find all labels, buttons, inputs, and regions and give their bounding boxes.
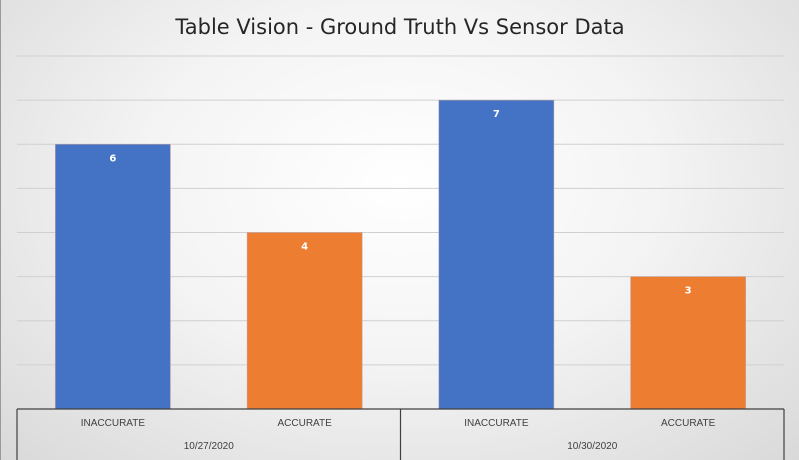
category-axis: INACCURATE ACCURATE INACCURATE ACCURATE 10/2… (16, 408, 785, 460)
category-tick-label: ACCURATE (661, 418, 716, 429)
group-tick-label: 10/27/2020 (184, 441, 234, 452)
bar-inaccurate-2 (438, 99, 555, 410)
data-label: 3 (685, 286, 692, 297)
category-tick-label: ACCURATE (277, 418, 332, 429)
bar-accurate-1 (246, 232, 363, 410)
chart-title: Table Vision - Ground Truth Vs Sensor Da… (174, 15, 624, 39)
bar-accurate-2 (630, 276, 746, 410)
category-tick-label: INACCURATE (81, 418, 146, 429)
group-tick-label: 10/30/2020 (567, 441, 617, 452)
bars: 6 4 7 3 (55, 99, 746, 410)
data-label: 6 (109, 153, 116, 164)
data-label: 7 (493, 109, 500, 120)
category-tick-label: INACCURATE (464, 418, 529, 429)
bar-inaccurate-1 (55, 144, 171, 410)
data-label: 4 (301, 242, 308, 253)
